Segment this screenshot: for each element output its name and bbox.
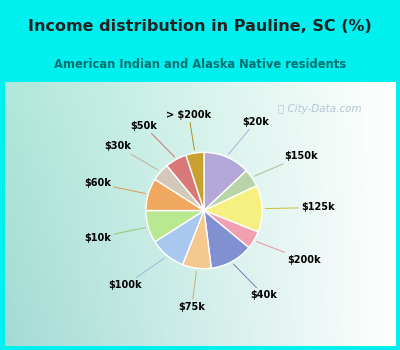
Text: $10k: $10k	[84, 228, 145, 243]
Wedge shape	[146, 210, 204, 242]
Text: $60k: $60k	[84, 178, 145, 194]
Wedge shape	[167, 155, 204, 211]
Text: $100k: $100k	[108, 258, 165, 290]
Text: $125k: $125k	[265, 203, 334, 212]
Wedge shape	[204, 152, 246, 211]
Wedge shape	[182, 211, 211, 269]
Text: $20k: $20k	[228, 117, 269, 154]
Wedge shape	[155, 166, 204, 211]
Text: $40k: $40k	[234, 264, 278, 301]
Text: $150k: $150k	[254, 151, 318, 176]
Wedge shape	[146, 179, 204, 211]
Wedge shape	[204, 211, 249, 268]
Text: ⓘ City-Data.com: ⓘ City-Data.com	[278, 104, 362, 114]
Wedge shape	[204, 211, 258, 247]
Wedge shape	[186, 152, 204, 211]
Wedge shape	[204, 186, 262, 232]
Text: $75k: $75k	[178, 271, 205, 312]
Text: > $200k: > $200k	[166, 110, 211, 150]
Text: $50k: $50k	[130, 120, 174, 157]
Text: $30k: $30k	[104, 141, 158, 170]
Text: Income distribution in Pauline, SC (%): Income distribution in Pauline, SC (%)	[28, 19, 372, 34]
Wedge shape	[155, 211, 204, 265]
Wedge shape	[204, 171, 257, 211]
Text: American Indian and Alaska Native residents: American Indian and Alaska Native reside…	[54, 58, 346, 71]
Text: $200k: $200k	[257, 241, 321, 265]
